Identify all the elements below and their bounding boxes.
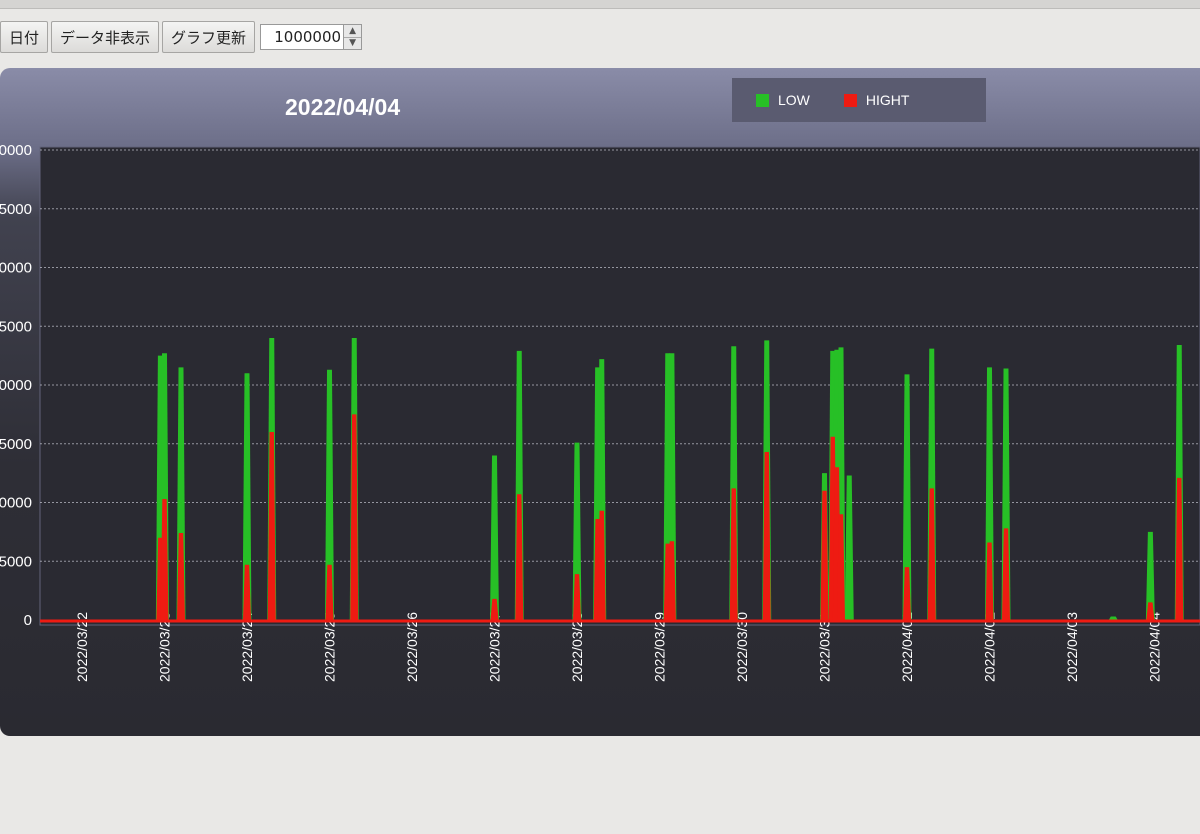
x-tick-label: 2022/03/23 xyxy=(157,612,173,682)
number-input[interactable] xyxy=(260,24,345,50)
plot-area xyxy=(39,146,1200,626)
series-spike-high xyxy=(350,414,359,620)
series-spike-high xyxy=(903,567,911,620)
y-tick-label: 5000 xyxy=(0,436,32,453)
toolbar: 日付 データ非表示 グラフ更新 ▲ ▼ xyxy=(0,20,363,54)
spin-up-icon[interactable]: ▲ xyxy=(349,25,356,36)
series-spike-high xyxy=(927,488,936,620)
y-tick-label: 5000 xyxy=(0,318,32,335)
series-spike-high xyxy=(490,598,499,620)
series-spike-high xyxy=(597,510,606,620)
series-spike-low xyxy=(242,373,252,620)
y-tick-label: 0 xyxy=(24,612,32,629)
y-tick-label: 0000 xyxy=(0,377,32,394)
y-tick-label: 5000 xyxy=(0,201,32,218)
y-tick-label: 0000 xyxy=(0,260,32,277)
legend-label-high: HIGHT xyxy=(865,92,910,108)
x-tick-label: 2022/04/01 xyxy=(899,612,915,682)
series-spike-low xyxy=(1145,531,1155,620)
x-tick-label: 2022/04/03 xyxy=(1064,612,1080,682)
series-spike-high xyxy=(667,541,676,620)
x-tick-label: 2022/03/24 xyxy=(239,612,255,682)
series-spike-low xyxy=(902,374,912,620)
series-spike-high xyxy=(243,564,251,620)
legend-item-low[interactable]: LOW xyxy=(756,92,810,108)
hide-data-button[interactable]: データ非表示 xyxy=(51,21,160,53)
legend-label-low: LOW xyxy=(778,92,810,108)
x-tick-label: 2022/03/25 xyxy=(322,612,338,682)
series-spike-high xyxy=(762,451,771,620)
legend-swatch-low xyxy=(756,93,769,107)
x-tick-label: 2022/03/31 xyxy=(817,612,833,682)
series-spike-high xyxy=(267,432,276,620)
series-spike-high xyxy=(985,542,994,620)
series-spike-high xyxy=(1175,477,1184,620)
x-tick-label: 2022/03/30 xyxy=(734,612,750,682)
x-tick-label: 2022/03/26 xyxy=(404,612,420,682)
chart-legend: LOW HIGHT xyxy=(732,78,986,122)
x-tick-label: 2022/03/28 xyxy=(569,612,585,682)
series-spike-high xyxy=(1146,602,1155,620)
x-tick-label: 2022/04/04 xyxy=(1147,612,1163,682)
series-spike-low xyxy=(325,369,334,620)
series-spike-high xyxy=(160,498,169,620)
y-tick-label: 0000 xyxy=(0,495,32,512)
series-spike-high xyxy=(325,564,334,620)
spinner: ▲ ▼ xyxy=(344,24,363,50)
legend-swatch-high xyxy=(843,93,857,107)
x-tick-label: 2022/03/22 xyxy=(74,612,90,682)
series-spike-high xyxy=(177,533,185,620)
x-tick-label: 2022/04/02 xyxy=(982,612,998,682)
series-spike-low xyxy=(490,455,499,620)
series-spike-high xyxy=(729,488,738,620)
number-stepper: ▲ ▼ xyxy=(260,24,363,50)
y-tick-label: 0000 xyxy=(0,142,32,159)
series-spike-high xyxy=(515,494,524,620)
series-spike-high xyxy=(837,514,845,620)
legend-item-high[interactable]: HIGHT xyxy=(843,92,910,108)
series-spike-low xyxy=(844,475,854,620)
series-spike-high xyxy=(820,490,829,620)
x-tick-label: 2022/03/29 xyxy=(652,612,668,682)
spin-down-icon[interactable]: ▼ xyxy=(344,36,362,50)
series-spike-high xyxy=(573,574,581,620)
y-tick-label: 5000 xyxy=(0,553,32,570)
date-button[interactable]: 日付 xyxy=(0,21,49,53)
chart-title: 2022/04/04 xyxy=(285,94,401,120)
series-spike-low xyxy=(1108,616,1118,620)
window-top-border xyxy=(0,0,1200,9)
series-spike-high xyxy=(1002,528,1010,620)
x-tick-label: 2022/03/27 xyxy=(487,612,503,682)
update-graph-button[interactable]: グラフ更新 xyxy=(162,21,256,53)
